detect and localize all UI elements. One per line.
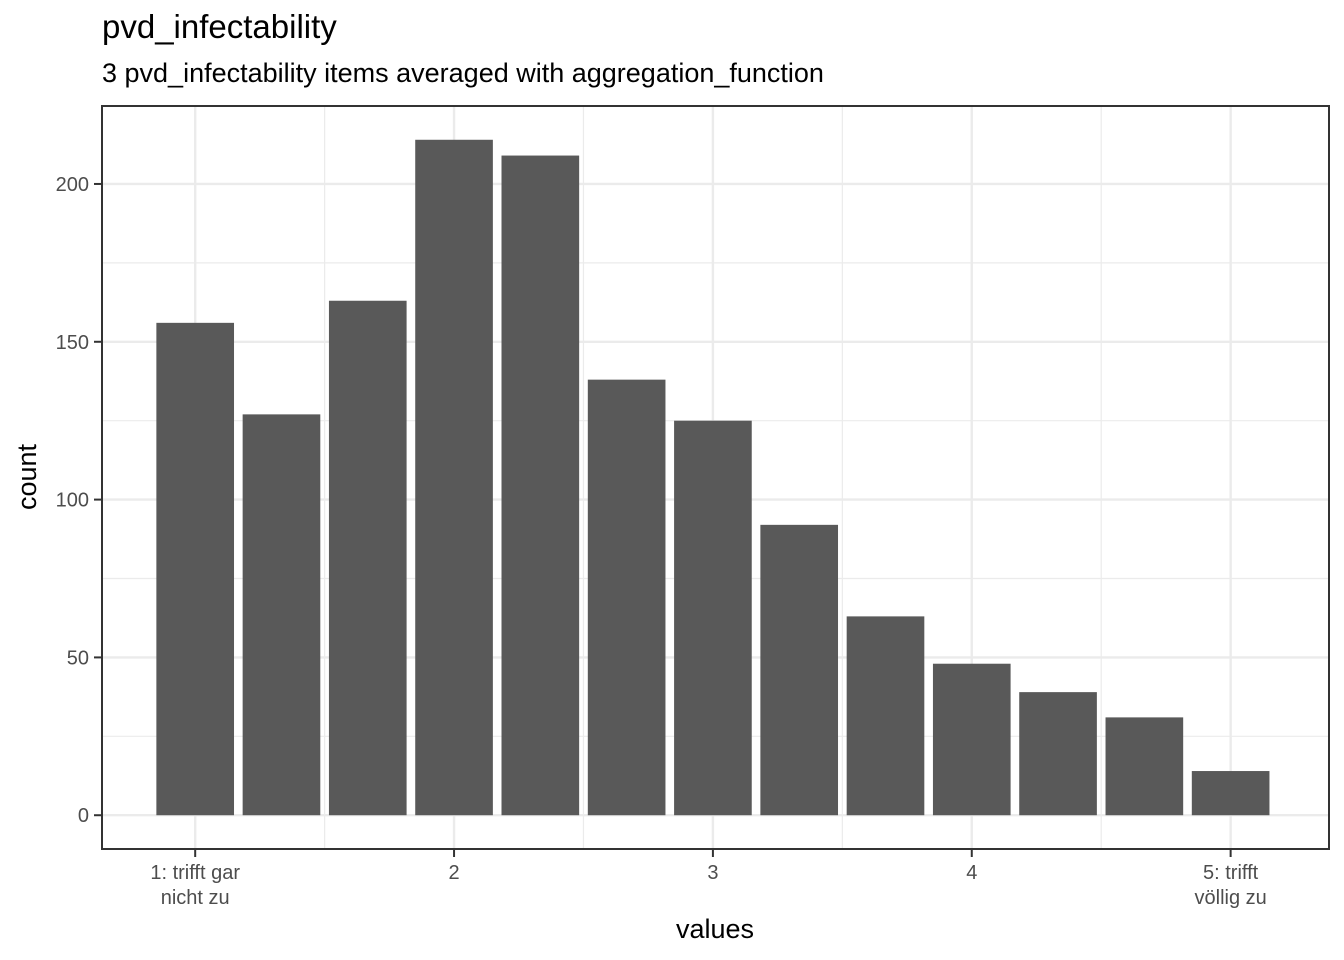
bar: [674, 420, 752, 816]
bars: [156, 139, 1270, 816]
x-tick-label: 1: trifft gar nicht zu: [150, 862, 240, 909]
x-axis: 1: trifft gar nicht zu 2 3 4 5: trifft völlig …: [150, 849, 1267, 909]
bar: [932, 663, 1011, 816]
bar: [328, 300, 407, 816]
panel-border: [101, 105, 1330, 850]
bar: [415, 139, 493, 816]
y-tick-label: 0: [78, 805, 89, 827]
x-tick-label: 3: [707, 862, 718, 884]
x-tick-label: 2: [448, 862, 459, 884]
bar: [760, 524, 839, 816]
bar: [1019, 692, 1097, 816]
y-axis: 0 50 100 150 200: [56, 174, 102, 827]
chart-title: pvd_infectability: [102, 8, 337, 45]
y-tick-label: 100: [56, 490, 89, 512]
x-tick-label: 5: trifft völlig zu: [1195, 862, 1267, 909]
chart-subtitle: 3 pvd_infectability items averaged with …: [102, 58, 824, 88]
x-axis-title: values: [676, 914, 754, 944]
bar: [587, 379, 666, 816]
x-tick-label: 4: [966, 862, 977, 884]
bar: [156, 322, 235, 816]
y-axis-title: count: [12, 443, 42, 510]
bar: [1105, 717, 1184, 816]
bar: [1191, 771, 1270, 816]
y-tick-label: 50: [67, 647, 89, 669]
bar: [501, 155, 580, 816]
bar: [242, 414, 321, 816]
y-tick-label: 150: [56, 332, 89, 354]
bar: [846, 616, 925, 816]
y-tick-label: 200: [56, 174, 89, 196]
